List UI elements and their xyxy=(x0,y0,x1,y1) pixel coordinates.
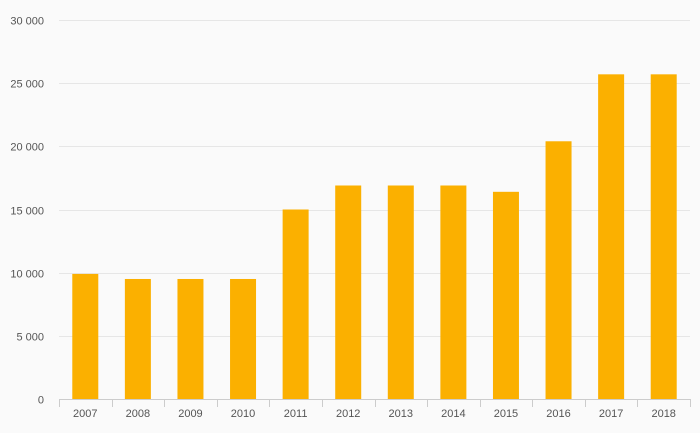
y-tick-label: 5 000 xyxy=(16,332,44,344)
grid-lines xyxy=(59,20,690,337)
x-tick-label: 2017 xyxy=(599,408,623,420)
bar-2017[interactable] xyxy=(598,74,625,399)
y-tick-label: 30 000 xyxy=(10,16,44,28)
bar-2015[interactable] xyxy=(492,191,519,399)
x-tick-label: 2016 xyxy=(546,408,570,420)
x-tick-label: 2015 xyxy=(494,408,518,420)
x-axis xyxy=(59,399,691,407)
bar-2013[interactable] xyxy=(387,185,414,399)
x-tick-label: 2013 xyxy=(389,408,413,420)
bar-2012[interactable] xyxy=(335,185,362,399)
bar-2009[interactable] xyxy=(177,278,204,399)
bar-2014[interactable] xyxy=(440,185,467,399)
bar-2010[interactable] xyxy=(230,278,257,399)
bar-2007[interactable] xyxy=(72,273,99,399)
x-tick-label: 2014 xyxy=(441,408,465,420)
y-axis-tick-labels: 0 5 000 10 000 15 000 20 000 25 000 30 000 xyxy=(10,16,44,407)
y-tick-label: 25 000 xyxy=(10,79,44,91)
y-tick-label: 0 xyxy=(38,395,44,407)
x-tick-label: 2007 xyxy=(73,408,97,420)
bar-series xyxy=(72,74,677,400)
y-tick-label: 20 000 xyxy=(10,142,44,154)
bar-2011[interactable] xyxy=(282,209,309,400)
x-tick-label: 2008 xyxy=(126,408,150,420)
x-tick-label: 2018 xyxy=(651,408,675,420)
x-tick-label: 2012 xyxy=(336,408,360,420)
x-axis-tick-labels: 2007 2008 2009 2010 2011 2012 2013 2014 2015 2016… xyxy=(73,408,676,420)
x-tick-label: 2009 xyxy=(178,408,202,420)
y-tick-label: 15 000 xyxy=(10,206,44,218)
x-tick-label: 2010 xyxy=(231,408,255,420)
bar-2008[interactable] xyxy=(124,278,151,399)
x-tick-label: 2011 xyxy=(284,408,308,420)
bar-2016[interactable] xyxy=(545,141,572,399)
bar-2018[interactable] xyxy=(650,74,677,399)
y-tick-label: 10 000 xyxy=(10,269,44,281)
